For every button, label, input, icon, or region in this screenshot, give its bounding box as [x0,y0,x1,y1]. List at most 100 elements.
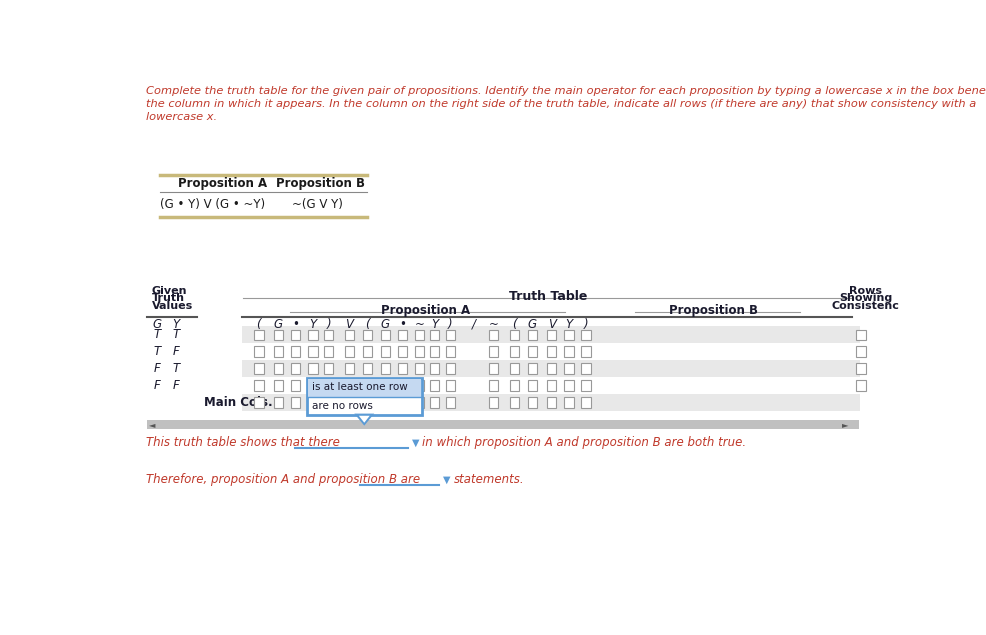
Bar [324,347,333,358]
Bar [415,380,424,391]
Bar [564,380,574,391]
Text: T: T [153,328,160,342]
Bar [582,330,591,340]
Bar [345,330,354,340]
Bar [510,398,520,408]
Bar [345,363,354,374]
Bar [489,398,498,408]
Bar [446,363,455,374]
Bar [547,380,556,391]
Bar [381,380,389,391]
Bar [291,330,300,340]
Text: F: F [153,363,160,375]
Bar [547,398,556,408]
Bar [273,347,283,358]
Text: ▼: ▼ [443,475,450,485]
Bar [564,330,574,340]
Text: ): ) [584,318,589,331]
Bar [397,330,407,340]
Bar [291,398,300,408]
Bar [309,363,317,374]
Bar [857,380,866,391]
Text: Complete the truth table for the given pair of propositions. Identify the main o: Complete the truth table for the given p… [147,86,986,97]
Bar [528,363,537,374]
Text: ►: ► [842,420,849,429]
Bar [397,347,407,358]
Bar [291,347,300,358]
Bar [446,347,455,358]
Text: G: G [381,318,389,331]
Text: T: T [173,328,179,342]
Bar [324,398,333,408]
Bar [309,330,317,340]
Bar [510,363,520,374]
Bar [446,398,455,408]
Bar [446,380,455,391]
Bar [363,398,372,408]
Text: Given: Given [152,286,187,296]
Bar [363,347,372,358]
Bar [397,398,407,408]
Bar [242,360,860,377]
Bar [547,347,556,358]
Bar [363,363,372,374]
Bar [345,380,354,391]
Text: ~(G V Y): ~(G V Y) [292,197,342,211]
Bar [415,347,424,358]
Text: Y: Y [310,318,317,331]
Text: G: G [152,318,161,331]
Text: Truth Table: Truth Table [509,290,587,304]
Bar [381,363,389,374]
Bar [254,330,263,340]
Text: ▼: ▼ [411,438,419,448]
Text: Truth: Truth [152,293,185,304]
Text: F: F [173,379,179,392]
Bar [308,379,421,396]
Bar [397,363,407,374]
Text: (: ( [365,318,370,331]
Bar [430,398,440,408]
Text: lowercase x.: lowercase x. [147,112,218,123]
Text: F: F [153,379,160,392]
Text: ◄: ◄ [150,420,156,429]
Bar [324,380,333,391]
Bar [397,380,407,391]
Text: Main Cols.:: Main Cols.: [204,396,278,409]
Bar [857,363,866,374]
Text: Y: Y [431,318,439,331]
Bar [415,398,424,408]
Bar [430,380,440,391]
Text: /: / [471,318,475,331]
Bar [242,344,860,360]
Text: (: ( [513,318,517,331]
Bar [510,330,520,340]
Bar [273,380,283,391]
Bar [345,347,354,358]
Bar [489,363,498,374]
Bar [242,377,860,394]
Text: Consistenc: Consistenc [832,301,899,311]
Bar [345,398,354,408]
Text: This truth table shows that there: This truth table shows that there [147,436,340,449]
Bar [324,330,333,340]
Bar [857,347,866,358]
Text: Y: Y [173,318,179,331]
Bar [564,398,574,408]
Text: Therefore, proposition A and proposition B are: Therefore, proposition A and proposition… [147,473,421,486]
Bar [309,347,317,358]
Bar [430,330,440,340]
Text: (: ( [256,318,261,331]
Polygon shape [357,415,372,424]
Bar [564,347,574,358]
Text: the column in which it appears. In the column on the right side of the truth tab: the column in which it appears. In the c… [147,99,977,109]
Bar [381,330,389,340]
Text: G: G [528,318,537,331]
Text: Y: Y [565,318,573,331]
Bar [430,347,440,358]
Bar [582,380,591,391]
Bar [547,330,556,340]
Text: V: V [548,318,556,331]
Bar [415,363,424,374]
Bar [582,363,591,374]
Text: •: • [398,318,405,331]
